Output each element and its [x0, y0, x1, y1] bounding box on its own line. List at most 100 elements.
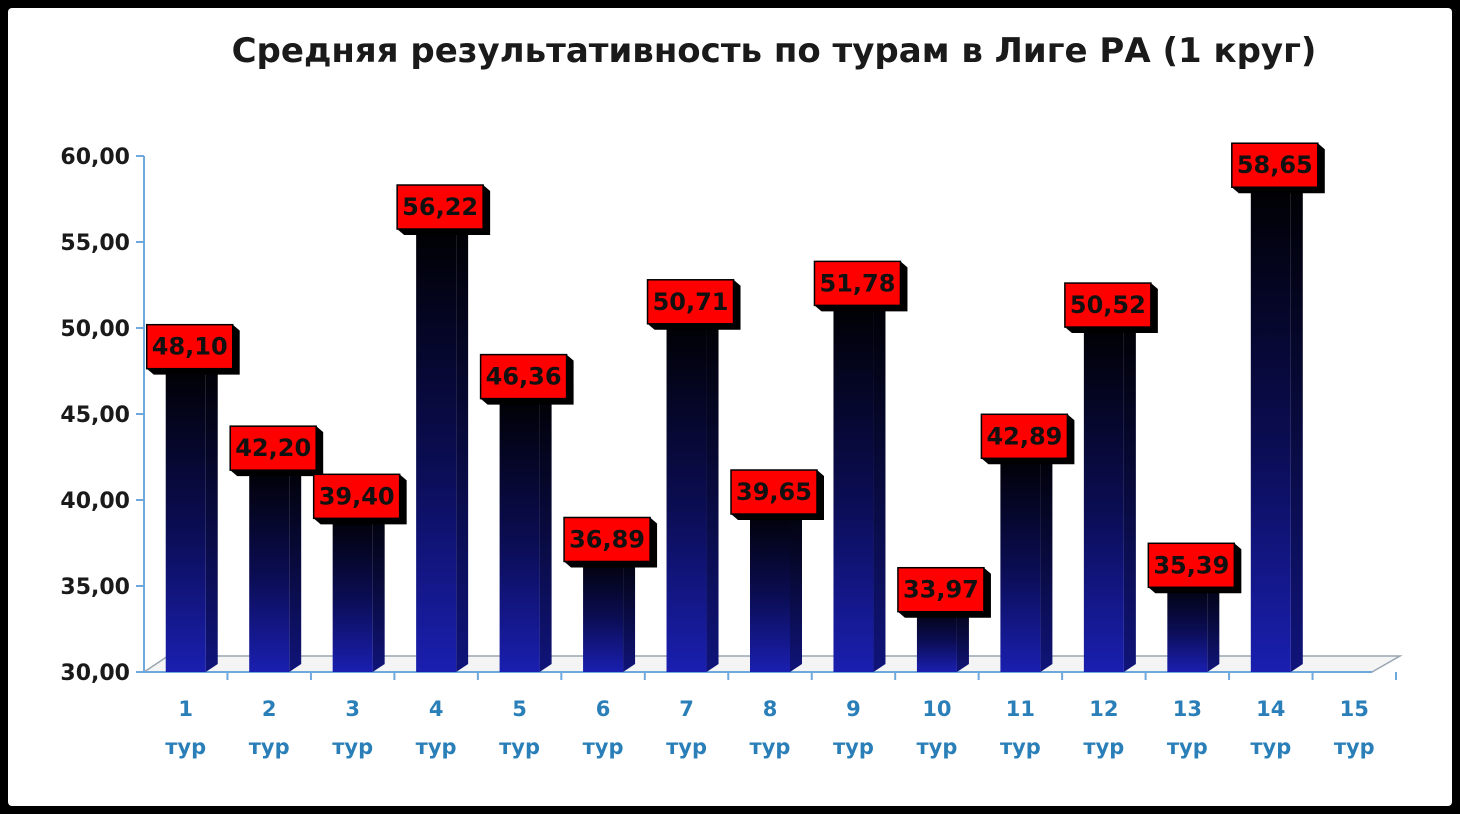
- bar-side: [1290, 171, 1303, 672]
- x-tick-label: тур: [1083, 735, 1124, 759]
- x-tick-label: 2: [262, 697, 277, 721]
- x-tick-label: тур: [583, 735, 624, 759]
- bar-front: [416, 221, 457, 673]
- y-tick-label: 45,00: [60, 403, 130, 428]
- bar-front: [1083, 319, 1124, 672]
- x-tick-label: 9: [846, 697, 861, 721]
- x-tick-label: 6: [596, 697, 611, 721]
- data-label-text: 56,22: [402, 193, 478, 221]
- bar: [666, 307, 719, 672]
- data-label-box: [646, 279, 735, 325]
- data-label-box: [730, 469, 818, 515]
- y-tick-label: 30,00: [60, 661, 130, 686]
- bars: [165, 171, 1303, 673]
- data-labels: 48,10 42,20 39,40 56,22 46,36 36,89 50,71 39,65…: [145, 142, 1325, 618]
- bar: [1000, 442, 1053, 672]
- x-tick-label: тур: [165, 735, 206, 759]
- data-label: 48,10: [145, 323, 240, 375]
- data-label: 50,71: [646, 279, 741, 330]
- x-tick-label: 7: [679, 697, 694, 721]
- bar-front: [583, 553, 624, 672]
- data-label-text: 36,89: [569, 525, 645, 553]
- data-label: 39,65: [730, 469, 824, 521]
- bar: [1250, 171, 1303, 672]
- data-label-box: [396, 184, 484, 230]
- x-tick-label: тур: [666, 735, 707, 759]
- data-label-text: 50,52: [1070, 291, 1146, 319]
- bar-side: [623, 545, 636, 672]
- x-tick-label: тур: [416, 735, 457, 759]
- data-label-box: [479, 353, 568, 400]
- data-label-box: [312, 473, 401, 520]
- bar: [332, 502, 385, 672]
- bar: [416, 213, 469, 673]
- bar: [833, 289, 886, 672]
- data-label-box: [897, 566, 985, 613]
- data-label-box: [229, 425, 317, 471]
- bar-side: [706, 307, 719, 672]
- bar-side: [1207, 571, 1220, 672]
- x-tick-label: тур: [1000, 735, 1041, 759]
- data-label: 35,39: [1147, 542, 1242, 594]
- data-label-text: 33,97: [903, 576, 979, 604]
- bar-side: [205, 352, 218, 672]
- bar: [165, 352, 218, 672]
- data-label: 56,22: [396, 184, 491, 236]
- data-label-text: 50,71: [653, 288, 729, 316]
- data-label-text: 42,20: [235, 434, 311, 462]
- bar: [750, 498, 802, 672]
- data-label-box: [1147, 542, 1236, 589]
- data-label-box: [1231, 142, 1319, 188]
- x-tick-label: тур: [750, 735, 791, 759]
- data-label-box: [1064, 282, 1152, 328]
- bar-side: [1123, 311, 1136, 672]
- x-tick-label: тур: [916, 735, 957, 759]
- bar-front: [499, 390, 540, 672]
- bar: [1083, 311, 1136, 672]
- bar-side: [456, 213, 469, 673]
- bar-chart: Средняя результативность по турам в Лиге…: [60, 31, 1403, 759]
- y-tick-label: 50,00: [60, 317, 130, 342]
- data-label: 46,36: [479, 353, 574, 405]
- bar-side: [873, 289, 886, 672]
- data-label-text: 35,39: [1153, 551, 1229, 579]
- data-label-text: 51,78: [820, 269, 896, 297]
- y-tick-label: 55,00: [60, 231, 130, 256]
- chart-frame: Средняя результативность по турам в Лиге…: [8, 8, 1452, 806]
- x-tick-label: тур: [1334, 735, 1375, 759]
- data-label-text: 58,65: [1237, 151, 1313, 179]
- bar: [583, 545, 636, 672]
- data-label-box: [563, 516, 651, 563]
- data-label-text: 39,65: [736, 478, 812, 506]
- bar-front: [666, 315, 707, 672]
- data-label-box: [145, 323, 234, 370]
- x-tick-label: тур: [499, 735, 540, 759]
- bar: [499, 382, 552, 672]
- bar-front: [1167, 579, 1208, 672]
- data-label-box: [980, 413, 1069, 460]
- y-tick-label: 40,00: [60, 489, 130, 514]
- x-tick-label: 1: [178, 697, 193, 721]
- bar: [249, 454, 302, 672]
- data-label: 50,52: [1064, 282, 1158, 334]
- bar-front: [1000, 450, 1041, 672]
- bar-side: [289, 454, 302, 672]
- x-tick-label: 14: [1256, 697, 1285, 721]
- x-tick-label: 12: [1089, 697, 1118, 721]
- bar-front: [1250, 179, 1291, 672]
- y-tick-label: 35,00: [60, 575, 130, 600]
- bar-front: [332, 510, 373, 672]
- data-label: 42,20: [229, 425, 324, 477]
- x-tick-label: 11: [1006, 697, 1035, 721]
- data-label-text: 42,89: [986, 422, 1062, 450]
- chart-title: Средняя результативность по турам в Лиге…: [232, 31, 1317, 71]
- data-label: 33,97: [897, 566, 991, 618]
- x-tick-label: тур: [833, 735, 874, 759]
- bar-front: [833, 297, 874, 672]
- bar-front: [750, 506, 790, 672]
- data-label: 39,40: [312, 473, 407, 525]
- x-tick-label: тур: [1167, 735, 1208, 759]
- x-tick-label: 5: [512, 697, 527, 721]
- bar-side: [790, 498, 802, 672]
- data-label: 36,89: [563, 516, 658, 568]
